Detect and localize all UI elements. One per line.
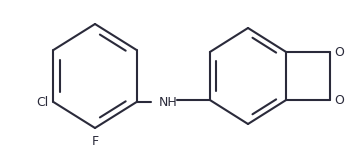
Text: Cl: Cl (36, 97, 48, 109)
Text: NH: NH (159, 95, 177, 109)
Text: F: F (91, 135, 99, 148)
Text: O: O (335, 93, 344, 107)
Text: O: O (335, 45, 344, 59)
